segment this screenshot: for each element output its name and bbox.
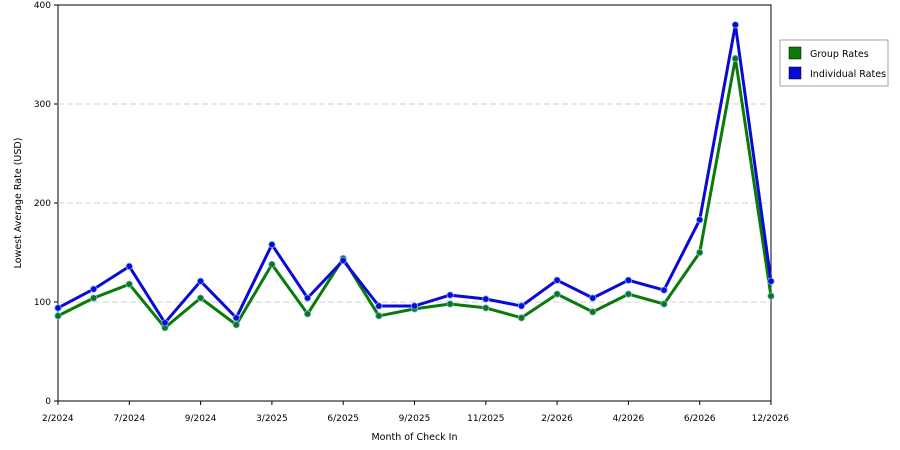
legend-swatch-individual — [788, 66, 802, 80]
data-point-1 — [731, 21, 739, 29]
x-axis-title: Month of Check In — [371, 432, 457, 443]
data-point-0 — [90, 294, 98, 302]
y-tick-label: 300 — [34, 100, 51, 110]
data-point-1 — [375, 302, 383, 310]
data-point-0 — [232, 321, 240, 329]
data-point-1 — [410, 302, 419, 310]
data-point-1 — [696, 216, 704, 224]
data-point-1 — [303, 294, 312, 302]
legend-label-individual: Individual Rates — [810, 69, 886, 80]
data-point-1 — [553, 276, 561, 284]
data-point-1 — [232, 314, 240, 322]
data-point-0 — [268, 260, 276, 268]
data-point-0 — [375, 312, 383, 320]
data-point-1 — [589, 294, 597, 302]
y-axis-title: Lowest Average Rate (USD) — [13, 138, 24, 269]
x-tick-label: 3/2025 — [256, 414, 288, 424]
y-tick-label: 100 — [34, 298, 51, 308]
data-point-1 — [197, 277, 205, 285]
y-tick-label: 400 — [34, 1, 51, 11]
data-point-1 — [446, 291, 454, 299]
y-axis: 0 100 200 300 400 — [34, 1, 58, 407]
legend-label-group: Group Rates — [810, 49, 869, 60]
series-layer — [54, 21, 775, 332]
data-point-1 — [482, 295, 490, 303]
data-point-0 — [446, 300, 454, 308]
data-point-1 — [517, 302, 526, 310]
data-point-0 — [589, 308, 597, 316]
data-point-0 — [553, 290, 561, 298]
x-tick-label: 9/2024 — [185, 414, 217, 424]
data-point-0 — [125, 280, 133, 288]
data-point-1 — [90, 285, 98, 293]
x-tick-label: 6/2026 — [684, 414, 716, 424]
x-tick-label: 2/2026 — [541, 414, 573, 424]
y-tick-label: 0 — [45, 397, 51, 407]
x-tick-label: 11/2025 — [467, 414, 504, 424]
data-point-0 — [482, 304, 490, 312]
x-tick-label: 12/2026 — [752, 414, 790, 424]
data-point-1 — [624, 276, 633, 284]
x-axis: 2/2024 7/2024 9/2024 3/2025 6/2025 9/2025 11/2… — [42, 401, 789, 424]
data-point-1 — [268, 240, 276, 249]
legend-swatch-group — [788, 46, 802, 60]
data-point-0 — [696, 248, 704, 257]
y-tick-label: 200 — [34, 199, 51, 209]
x-tick-label: 7/2024 — [113, 414, 145, 424]
data-point-0 — [517, 314, 526, 322]
data-point-1 — [54, 304, 62, 312]
data-point-0 — [767, 292, 775, 300]
x-tick-label: 4/2026 — [613, 414, 645, 424]
legend: Group Rates Individual Rates — [779, 39, 889, 87]
data-point-0 — [303, 310, 312, 318]
data-point-1 — [660, 286, 668, 294]
data-point-0 — [197, 294, 205, 302]
x-tick-label: 9/2025 — [399, 414, 431, 424]
x-tick-label: 2/2024 — [42, 414, 74, 424]
data-point-1 — [161, 319, 169, 327]
data-point-0 — [624, 290, 633, 298]
data-point-0 — [54, 312, 62, 320]
data-point-1 — [339, 256, 347, 265]
data-point-1 — [767, 277, 775, 285]
data-point-0 — [660, 300, 668, 308]
data-point-0 — [731, 54, 739, 63]
x-tick-label: 6/2025 — [327, 414, 359, 424]
data-point-1 — [125, 262, 133, 270]
